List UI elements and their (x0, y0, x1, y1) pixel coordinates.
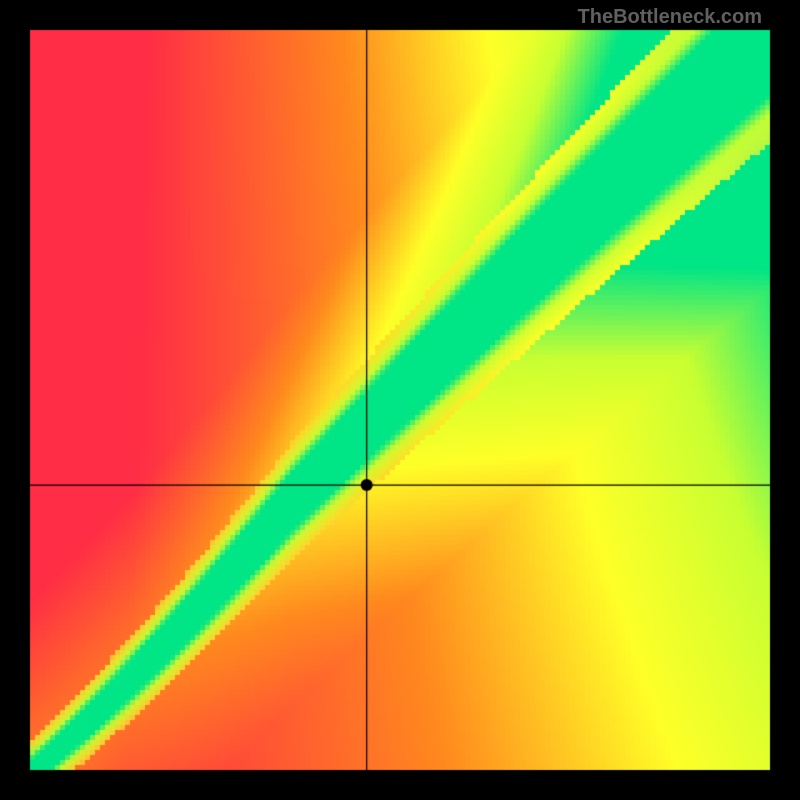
bottleneck-heatmap: TheBottleneck.com (0, 0, 800, 800)
watermark-text: TheBottleneck.com (578, 6, 762, 29)
heatmap-canvas (0, 0, 800, 800)
